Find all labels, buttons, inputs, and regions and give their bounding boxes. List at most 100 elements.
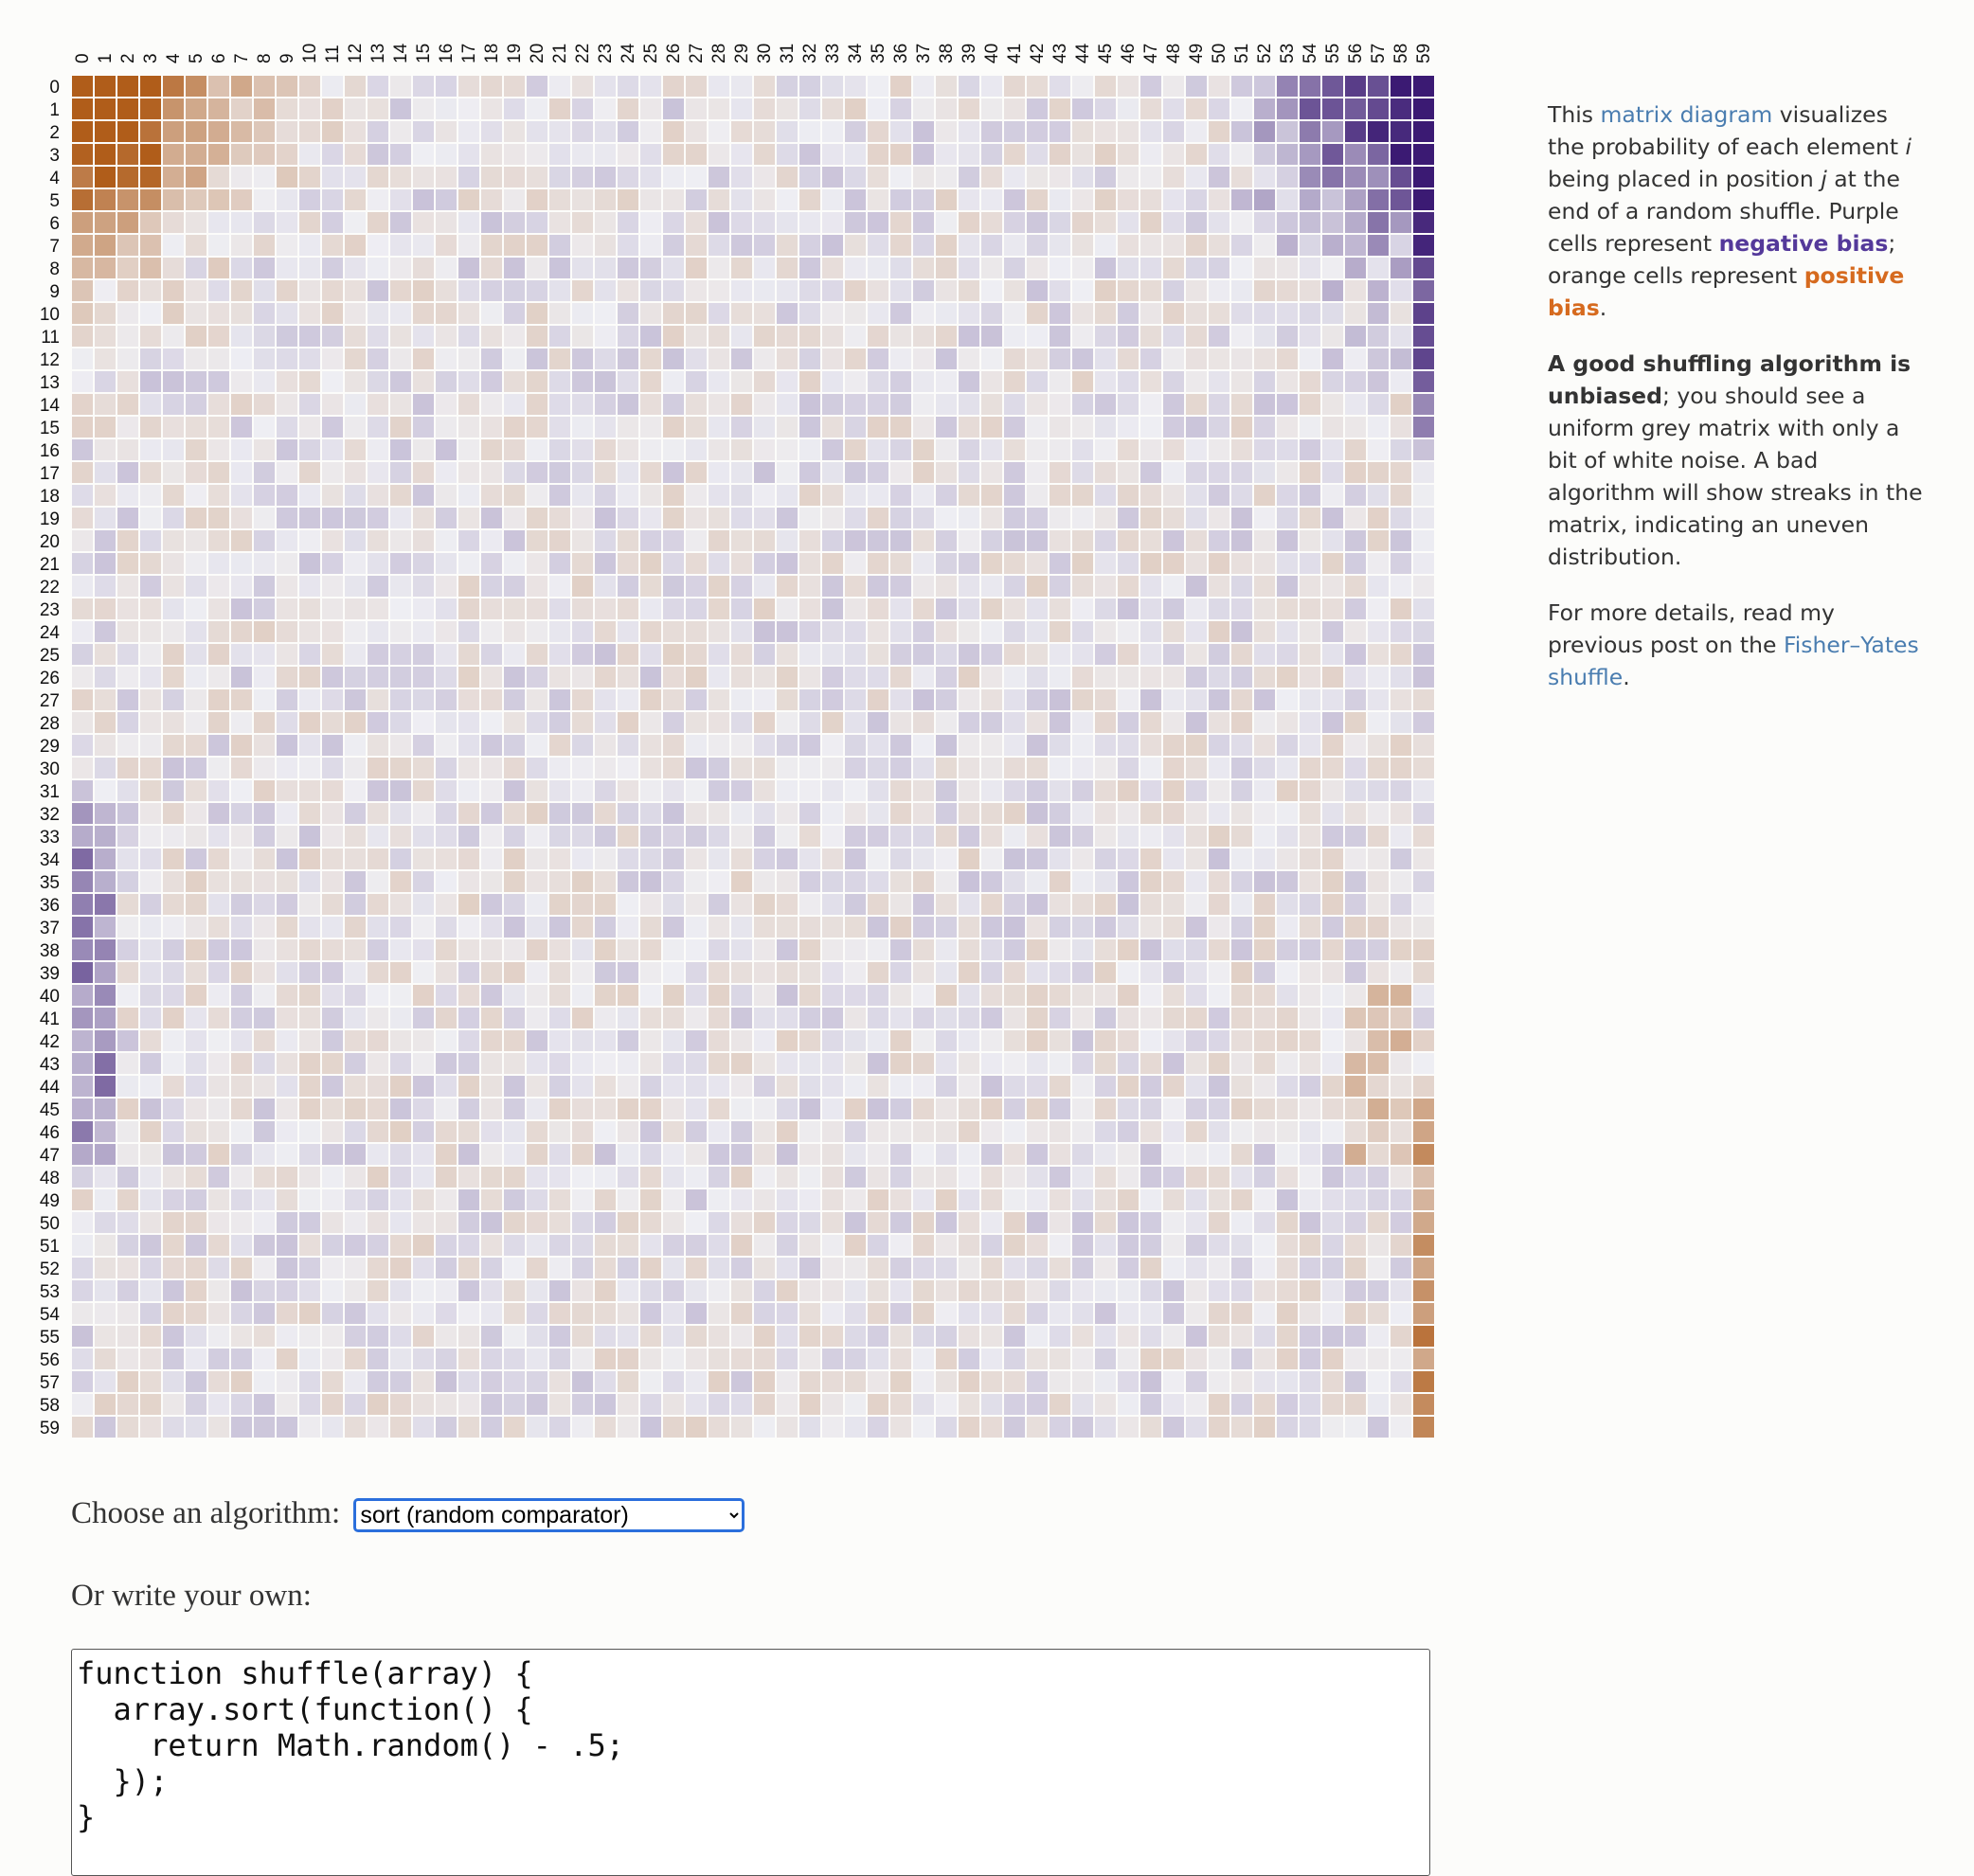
matrix-cell	[709, 849, 729, 869]
matrix-cell	[572, 712, 593, 733]
matrix-cell	[1095, 667, 1116, 688]
matrix-cell	[527, 1235, 547, 1256]
matrix-cell	[481, 1417, 502, 1438]
matrix-cell	[1254, 439, 1275, 460]
matrix-cell	[890, 1099, 911, 1119]
matrix-cell	[504, 326, 525, 347]
matrix-cell	[345, 371, 366, 392]
matrix-cell	[1072, 621, 1093, 642]
matrix-cell	[231, 735, 252, 756]
matrix-cell	[709, 689, 729, 710]
matrix-cell	[1322, 326, 1343, 347]
matrix-cell	[1186, 871, 1207, 892]
matrix-cell	[72, 212, 93, 233]
matrix-cell	[345, 1053, 366, 1074]
matrix-cell	[709, 98, 729, 119]
matrix-cell	[1413, 1258, 1434, 1278]
matrix-cell	[368, 735, 388, 756]
matrix-cell	[208, 167, 229, 188]
matrix-cell	[1254, 235, 1275, 256]
matrix-cell	[299, 1371, 320, 1392]
column-label: 5	[187, 53, 206, 63]
matrix-cell	[959, 667, 979, 688]
matrix-cell	[481, 326, 502, 347]
fisher-yates-link[interactable]: Fisher–Yates shuffle	[1548, 632, 1919, 690]
matrix-cell	[72, 780, 93, 801]
matrix-cell	[231, 1258, 252, 1278]
matrix-cell	[95, 849, 116, 869]
matrix-cell	[686, 212, 707, 233]
matrix-cell	[527, 212, 547, 233]
matrix-cell	[959, 1394, 979, 1415]
matrix-cell	[390, 1144, 411, 1165]
matrix-diagram-link[interactable]: matrix diagram	[1600, 101, 1773, 128]
matrix-cell	[754, 121, 775, 142]
matrix-cell	[686, 712, 707, 733]
matrix-cell	[527, 280, 547, 301]
matrix-cell	[845, 167, 866, 188]
matrix-cell	[231, 780, 252, 801]
matrix-cell	[527, 348, 547, 369]
matrix-cell	[254, 1099, 275, 1119]
matrix-cell	[913, 712, 934, 733]
matrix-cell	[1072, 1008, 1093, 1028]
matrix-cell	[618, 1258, 638, 1278]
matrix-cell	[1254, 985, 1275, 1006]
matrix-cell	[1163, 939, 1184, 960]
matrix-cell	[799, 303, 820, 324]
matrix-cell	[163, 258, 184, 278]
matrix-cell	[436, 553, 457, 574]
matrix-cell	[322, 121, 343, 142]
matrix-cell	[254, 1167, 275, 1188]
matrix-cell	[1095, 712, 1116, 733]
algorithm-select[interactable]: sort (random comparator)	[353, 1498, 745, 1533]
matrix-cell	[163, 212, 184, 233]
matrix-cell	[572, 508, 593, 528]
matrix-cell	[72, 1280, 93, 1301]
matrix-cell	[686, 1144, 707, 1165]
matrix-cell	[1209, 1030, 1229, 1051]
matrix-cell	[163, 371, 184, 392]
matrix-cell	[413, 849, 434, 869]
matrix-cell	[1300, 939, 1320, 960]
matrix-cell	[72, 1303, 93, 1324]
matrix-cell	[1300, 803, 1320, 824]
matrix-cell	[1413, 1212, 1434, 1233]
matrix-cell	[1209, 167, 1229, 188]
matrix-cell	[1050, 599, 1070, 619]
matrix-cell	[368, 644, 388, 665]
shuffle-code-editor[interactable]: function shuffle(array) { array.sort(fun…	[71, 1649, 1430, 1876]
matrix-cell	[481, 1008, 502, 1028]
matrix-cell	[436, 1144, 457, 1165]
matrix-cell	[1140, 439, 1161, 460]
matrix-cell	[959, 1349, 979, 1369]
matrix-cell	[481, 1053, 502, 1074]
matrix-cell	[1186, 894, 1207, 915]
matrix-cell	[231, 462, 252, 483]
matrix-cell	[868, 1076, 888, 1097]
matrix-cell	[527, 735, 547, 756]
matrix-cell	[1072, 1212, 1093, 1233]
matrix-cell	[277, 1144, 297, 1165]
matrix-cell	[95, 1189, 116, 1210]
matrix-cell	[822, 348, 843, 369]
matrix-cell	[1027, 1212, 1048, 1233]
matrix-cell	[1322, 167, 1343, 188]
matrix-cell	[1118, 667, 1139, 688]
matrix-cell	[822, 462, 843, 483]
matrix-cell	[1072, 1167, 1093, 1188]
matrix-cell	[1140, 1121, 1161, 1142]
matrix-cell	[208, 439, 229, 460]
matrix-cell	[436, 1394, 457, 1415]
matrix-cell	[368, 1349, 388, 1369]
matrix-cell	[413, 1212, 434, 1233]
matrix-cell	[618, 962, 638, 983]
matrix-cell	[390, 1099, 411, 1119]
matrix-cell	[686, 644, 707, 665]
matrix-cell	[1072, 1303, 1093, 1324]
matrix-cell	[322, 849, 343, 869]
matrix-cell	[663, 1417, 684, 1438]
matrix-cell	[913, 462, 934, 483]
matrix-cell	[231, 439, 252, 460]
matrix-cell	[799, 144, 820, 165]
